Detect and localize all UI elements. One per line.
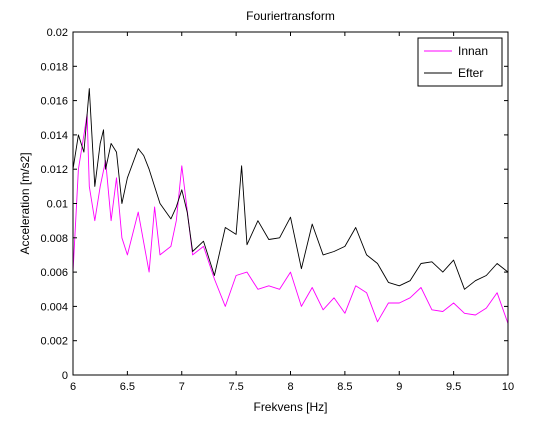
- y-tick-label: 0.004: [40, 301, 68, 313]
- y-tick-label: 0.01: [47, 199, 68, 211]
- y-tick-label: 0.008: [40, 233, 68, 245]
- x-tick-label: 8.5: [337, 381, 352, 393]
- x-tick-label: 7: [179, 381, 185, 393]
- series-layer: [73, 88, 508, 324]
- series-line-efter: [73, 88, 508, 290]
- x-tick-label: 6: [70, 381, 76, 393]
- y-tick-label: 0.012: [40, 164, 68, 176]
- y-tick-label: 0: [62, 370, 68, 382]
- legend-box: [417, 37, 503, 87]
- y-tick-label: 0.002: [40, 336, 68, 348]
- y-tick-label: 0.006: [40, 267, 68, 279]
- y-tick-label: 0.016: [40, 96, 68, 108]
- y-tick-label: 0.018: [40, 61, 68, 73]
- x-tick-label: 8: [287, 381, 293, 393]
- legend: Innan Efter: [417, 37, 503, 87]
- x-axis-label: Frekvens [Hz]: [253, 400, 327, 414]
- x-tick-label: 9.5: [446, 381, 461, 393]
- y-axis-label: Acceleration [m/s2]: [18, 152, 32, 254]
- series-line-innan: [73, 113, 508, 324]
- legend-label-efter: Efter: [458, 66, 483, 80]
- axes-background: [73, 32, 508, 375]
- x-tick-label: 6.5: [120, 381, 135, 393]
- y-axis: 0 0.002 0.004 0.006 0.008 0.01 0.012 0.014 0.016…: [40, 27, 508, 382]
- x-tick-label: 7.5: [228, 381, 243, 393]
- chart-title: Fouriertransform: [246, 9, 335, 23]
- x-tick-label: 10: [502, 381, 514, 393]
- legend-label-innan: Innan: [458, 44, 488, 58]
- y-tick-label: 0.02: [47, 27, 68, 39]
- y-tick-label: 0.014: [40, 130, 68, 142]
- x-tick-label: 9: [396, 381, 402, 393]
- x-axis: 6 6.5 7 7.5 8 8.5 9 9.5 10: [70, 32, 514, 393]
